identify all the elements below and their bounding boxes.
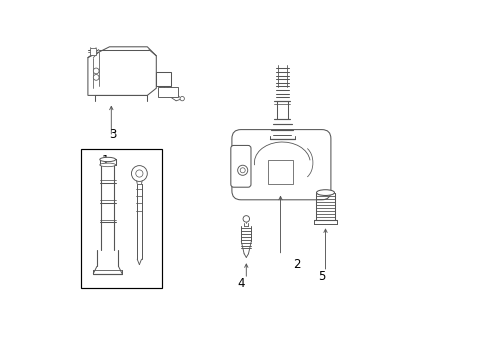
Circle shape xyxy=(136,170,142,177)
FancyBboxPatch shape xyxy=(230,145,250,187)
Circle shape xyxy=(93,68,99,74)
Circle shape xyxy=(93,75,99,80)
Circle shape xyxy=(243,216,249,222)
Text: 5: 5 xyxy=(318,270,325,283)
FancyBboxPatch shape xyxy=(231,130,330,200)
Bar xyxy=(158,87,178,97)
Text: 2: 2 xyxy=(292,258,300,271)
Text: 3: 3 xyxy=(109,129,117,141)
Circle shape xyxy=(180,96,184,101)
Circle shape xyxy=(131,166,147,181)
Polygon shape xyxy=(88,47,156,95)
Circle shape xyxy=(240,168,244,173)
Circle shape xyxy=(237,165,247,175)
Ellipse shape xyxy=(100,163,115,167)
Bar xyxy=(267,160,292,184)
Bar xyxy=(81,149,162,288)
Text: 4: 4 xyxy=(237,277,244,290)
Ellipse shape xyxy=(100,157,115,162)
Text: 1: 1 xyxy=(102,154,109,167)
Polygon shape xyxy=(90,48,96,55)
Bar xyxy=(156,72,170,86)
Ellipse shape xyxy=(316,190,334,195)
